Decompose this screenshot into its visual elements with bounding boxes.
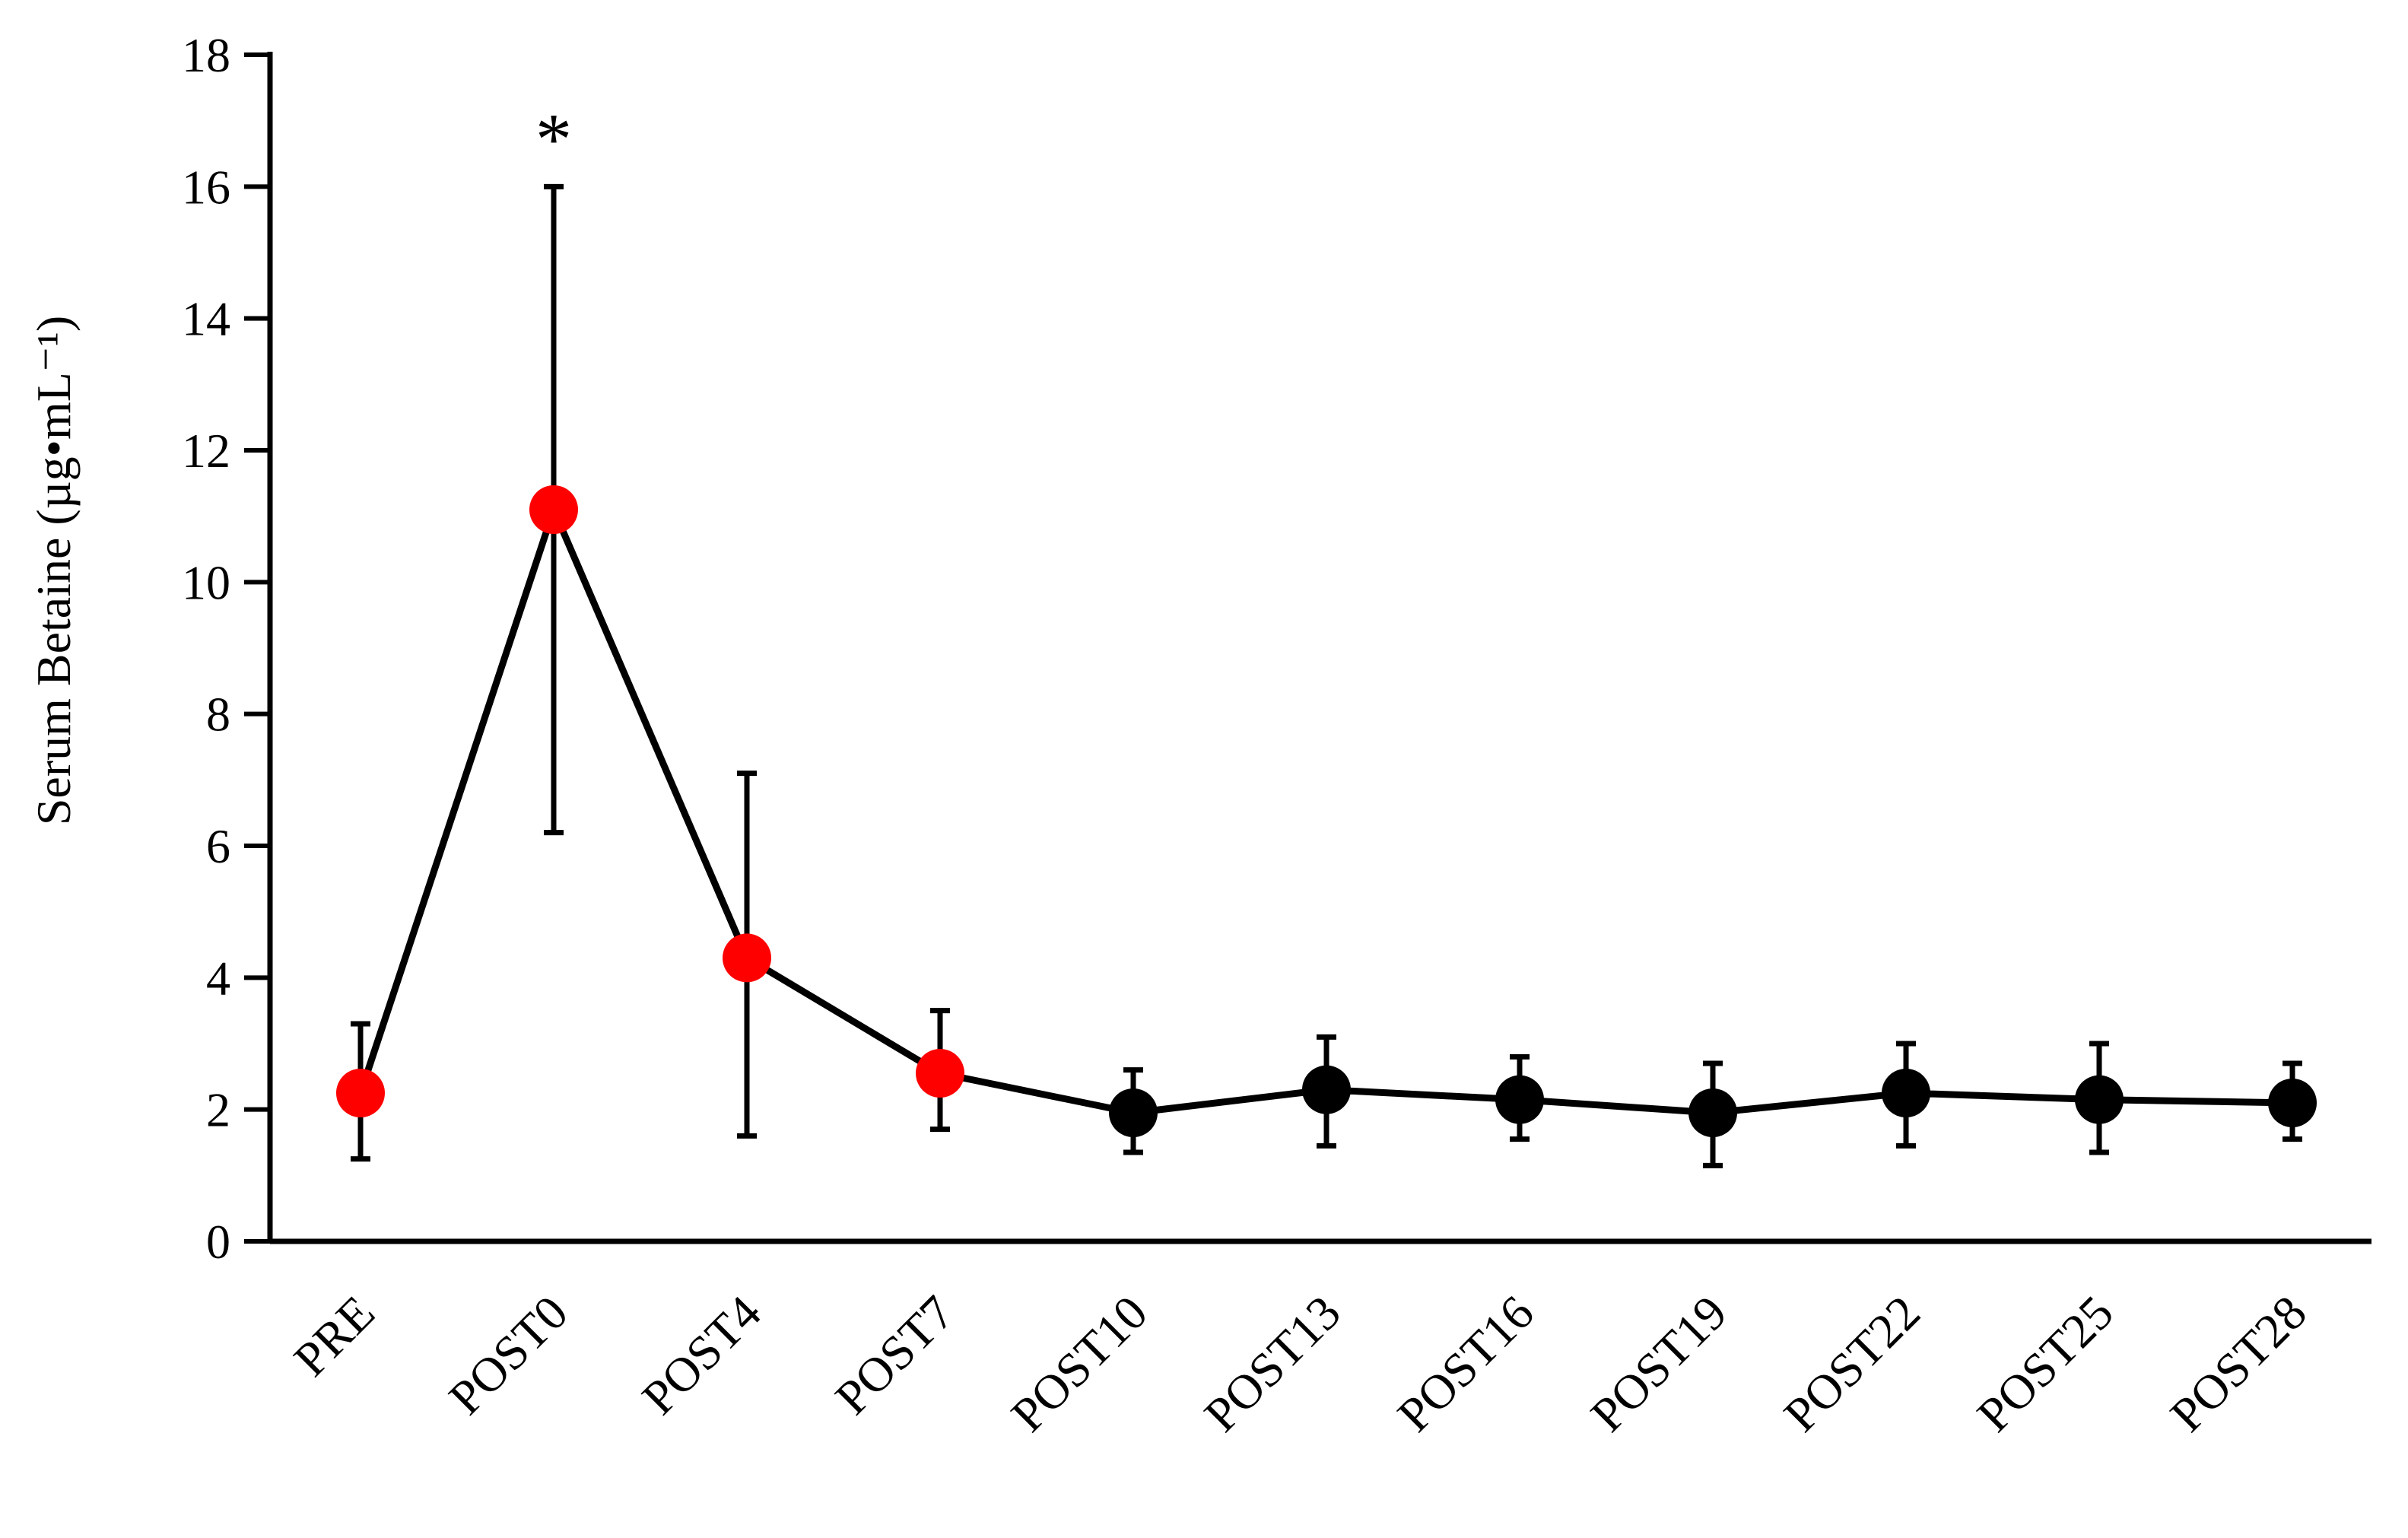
y-tick-label: 10 xyxy=(182,555,230,609)
significance-asterisk: * xyxy=(535,98,572,180)
data-point xyxy=(1495,1075,1544,1124)
x-tick-label: POST25 xyxy=(1967,1285,2124,1442)
x-tick-label: POST19 xyxy=(1580,1285,1737,1442)
x-axis: PRE POST0 POST4 POST7 POST10 POST13 POST16 POST… xyxy=(270,1238,2371,1442)
y-tick-label: 8 xyxy=(206,688,230,742)
x-tick-label: POST28 xyxy=(2160,1285,2317,1442)
x-tick-label: POST13 xyxy=(1194,1285,1351,1442)
data-point xyxy=(336,1069,385,1117)
y-tick-label: 4 xyxy=(206,951,230,1005)
series-line xyxy=(357,500,2293,1117)
y-tick-label: 18 xyxy=(182,28,230,82)
data-point xyxy=(1302,1065,1351,1114)
data-series xyxy=(336,183,2317,1168)
x-tick-label: POST16 xyxy=(1387,1285,1544,1442)
data-point xyxy=(1688,1088,1737,1137)
data-point xyxy=(2075,1075,2124,1124)
y-tick-label: 0 xyxy=(206,1215,230,1269)
data-point xyxy=(529,485,578,534)
x-tick-label: POST10 xyxy=(1001,1285,1158,1442)
y-tick-label: 12 xyxy=(182,424,230,478)
y-tick-label: 2 xyxy=(206,1083,230,1137)
data-point xyxy=(2268,1079,2317,1127)
x-tick-label: POST4 xyxy=(631,1285,770,1425)
data-point xyxy=(723,933,771,983)
y-tick-label: 6 xyxy=(206,819,230,873)
x-tick-label: POST22 xyxy=(1774,1285,1930,1442)
y-axis: 0 2 4 6 8 10 12 14 16 18 xyxy=(182,28,273,1269)
annotations: * xyxy=(535,98,572,180)
data-point xyxy=(1882,1069,1930,1117)
y-axis-title: Serum Betaine (µg•mL⁻¹) xyxy=(27,316,81,825)
x-tick-label: POST7 xyxy=(824,1285,964,1425)
data-point xyxy=(916,1049,964,1098)
x-tick-label: PRE xyxy=(284,1285,385,1387)
y-tick-label: 14 xyxy=(182,292,230,346)
x-tick-label: POST0 xyxy=(438,1285,577,1425)
data-point xyxy=(1109,1088,1158,1137)
y-tick-label: 16 xyxy=(182,160,230,214)
